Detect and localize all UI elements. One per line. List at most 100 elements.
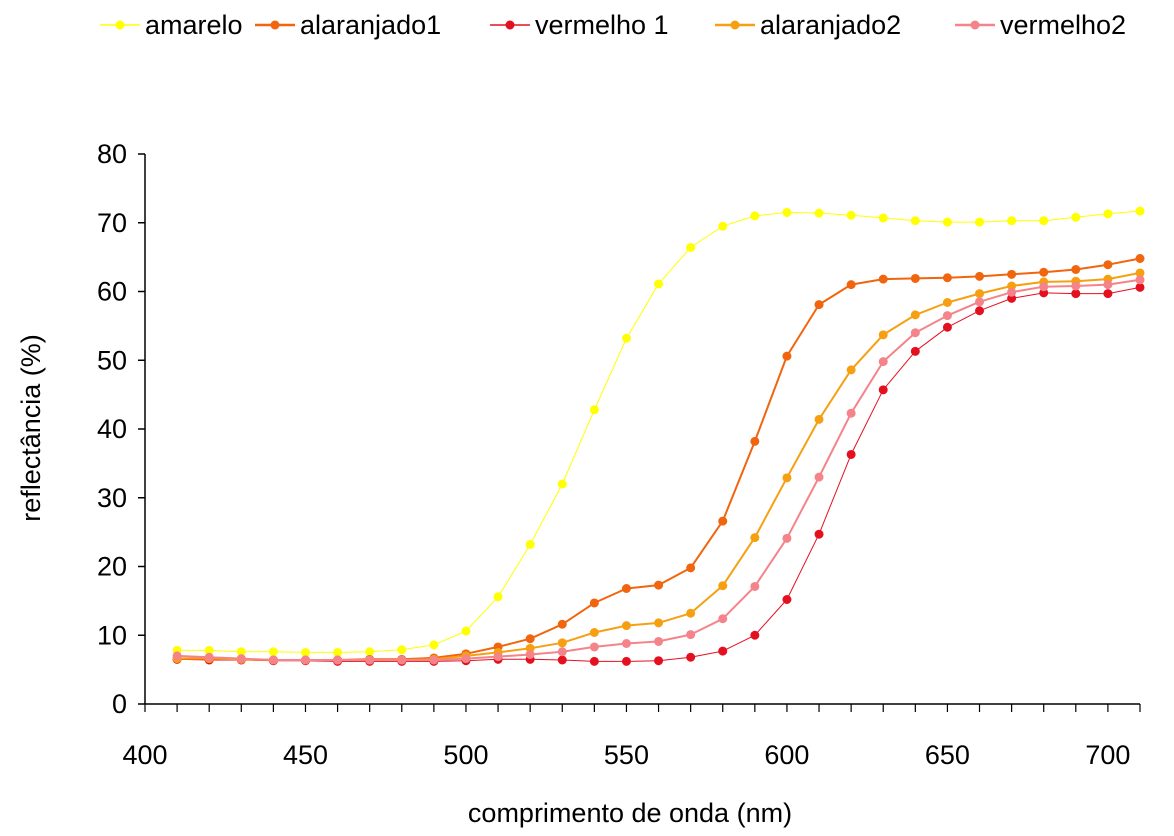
data-point bbox=[525, 643, 535, 653]
data-point bbox=[1007, 293, 1017, 303]
data-point bbox=[525, 540, 535, 549]
data-point bbox=[654, 636, 664, 646]
data-point bbox=[846, 449, 856, 459]
data-point bbox=[654, 618, 664, 628]
data-point bbox=[654, 656, 664, 666]
data-point bbox=[750, 581, 760, 591]
data-point bbox=[975, 217, 985, 227]
data-point bbox=[654, 580, 664, 590]
series-line bbox=[177, 257, 1141, 661]
data-point bbox=[942, 273, 952, 283]
data-point bbox=[846, 365, 856, 375]
data-point bbox=[397, 645, 407, 655]
y-tick-label: 80 bbox=[97, 139, 127, 169]
series-line bbox=[177, 286, 1141, 662]
data-point bbox=[1071, 265, 1081, 274]
data-point bbox=[1071, 281, 1081, 291]
data-point bbox=[782, 473, 792, 483]
data-point bbox=[686, 652, 696, 662]
data-point bbox=[910, 346, 920, 356]
data-point bbox=[942, 311, 952, 321]
data-point bbox=[910, 310, 920, 320]
data-point bbox=[975, 297, 985, 307]
data-point bbox=[1007, 216, 1017, 226]
data-point bbox=[1039, 282, 1049, 292]
legend-swatch-marker bbox=[115, 20, 125, 30]
data-point bbox=[975, 306, 985, 316]
data-point bbox=[814, 208, 824, 218]
data-point bbox=[718, 614, 728, 624]
data-point bbox=[333, 647, 343, 657]
data-point bbox=[268, 647, 278, 657]
data-point bbox=[1007, 281, 1017, 291]
data-point bbox=[461, 626, 471, 636]
y-tick-label: 10 bbox=[97, 620, 127, 650]
legend-item: vermelho 1 bbox=[490, 10, 669, 40]
y-tick-label: 20 bbox=[97, 552, 127, 582]
data-point bbox=[878, 357, 888, 367]
data-point bbox=[1103, 260, 1113, 270]
data-point bbox=[525, 634, 535, 644]
data-point bbox=[814, 414, 824, 424]
data-point bbox=[525, 650, 535, 659]
data-point bbox=[686, 630, 696, 640]
data-point bbox=[429, 655, 439, 665]
data-point bbox=[621, 656, 631, 666]
y-tick-label: 50 bbox=[97, 345, 127, 375]
legend-swatch-marker bbox=[270, 20, 280, 30]
data-point bbox=[268, 655, 278, 665]
data-point bbox=[1007, 269, 1017, 279]
series-vermelho-1 bbox=[172, 282, 1145, 666]
legend: amarelo alaranjado1 vermelho 1 alaranjado2 v… bbox=[100, 10, 1126, 40]
x-tick-label: 550 bbox=[604, 740, 649, 770]
data-point bbox=[236, 647, 246, 657]
legend-swatch-marker bbox=[505, 20, 515, 30]
data-point bbox=[1135, 275, 1145, 285]
data-point bbox=[333, 655, 343, 665]
y-tick-label: 0 bbox=[112, 689, 127, 719]
legend-item: amarelo bbox=[100, 10, 243, 40]
data-point bbox=[557, 619, 567, 629]
data-point bbox=[1103, 280, 1113, 290]
data-point bbox=[493, 652, 503, 662]
data-point bbox=[942, 217, 952, 227]
data-point bbox=[878, 330, 888, 340]
data-point bbox=[975, 271, 985, 281]
data-point bbox=[782, 595, 792, 604]
data-point bbox=[1039, 216, 1049, 226]
data-point bbox=[1071, 289, 1081, 299]
data-point bbox=[1007, 287, 1017, 297]
legend-item: alaranjado2 bbox=[715, 10, 901, 40]
data-point bbox=[750, 630, 760, 640]
data-point bbox=[365, 647, 375, 657]
data-point bbox=[686, 608, 696, 618]
data-point bbox=[750, 533, 760, 543]
data-point bbox=[718, 646, 728, 656]
x-tick-label: 450 bbox=[283, 740, 328, 770]
data-point bbox=[1135, 254, 1145, 263]
data-point bbox=[910, 216, 920, 226]
legend-item: alaranjado1 bbox=[255, 10, 441, 40]
data-point bbox=[621, 333, 631, 343]
data-point bbox=[172, 651, 182, 661]
legend-item: vermelho2 bbox=[955, 10, 1126, 40]
data-point bbox=[846, 210, 856, 220]
data-point bbox=[782, 533, 792, 543]
data-point bbox=[621, 621, 631, 631]
data-point bbox=[814, 529, 824, 539]
x-tick-label: 650 bbox=[925, 740, 970, 770]
y-tick-label: 30 bbox=[97, 483, 127, 513]
data-point bbox=[557, 655, 567, 665]
y-axis-title: reflectância (%) bbox=[16, 334, 46, 522]
data-point bbox=[910, 273, 920, 283]
data-point bbox=[878, 213, 888, 223]
data-point bbox=[589, 642, 599, 652]
data-point bbox=[814, 300, 824, 310]
data-point bbox=[397, 655, 407, 665]
data-point bbox=[557, 638, 567, 648]
data-point bbox=[461, 654, 471, 664]
legend-swatch-marker bbox=[970, 20, 980, 30]
series-alaranjado1 bbox=[172, 254, 1145, 665]
data-point bbox=[750, 436, 760, 446]
